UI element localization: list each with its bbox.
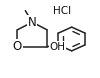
Text: HCl: HCl [53, 6, 71, 16]
Text: N: N [28, 16, 37, 29]
Text: O: O [13, 40, 22, 53]
Text: OH: OH [50, 42, 66, 52]
